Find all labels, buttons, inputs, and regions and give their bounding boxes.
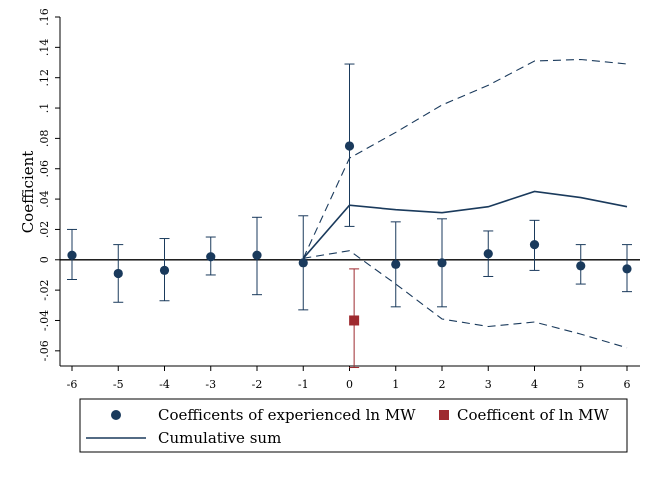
experienced-point xyxy=(206,252,216,262)
markers-layer xyxy=(67,141,632,326)
experienced-point xyxy=(67,250,77,260)
x-tick-label: -3 xyxy=(205,378,216,391)
x-tick-label: -6 xyxy=(67,378,78,391)
y-tick-label: .14 xyxy=(38,39,51,57)
experienced-point xyxy=(437,258,447,268)
y-tick-label: .02 xyxy=(38,221,51,239)
y-tick-label: .08 xyxy=(38,130,51,148)
axes-layer: Coefficient xyxy=(19,17,640,367)
legend-label-cumsum: Cumulative sum xyxy=(158,429,281,447)
y-tick-label: .16 xyxy=(38,8,51,26)
y-tick-label: .04 xyxy=(38,190,51,208)
cumulative-sum-lower-ci xyxy=(303,250,628,349)
y-tick-label: -.02 xyxy=(38,280,51,301)
x-tick-label: 3 xyxy=(485,378,492,391)
legend-label-experienced: Coefficents of experienced ln MW xyxy=(158,406,416,424)
y-tick-label: .06 xyxy=(38,160,51,178)
legend-marker-experienced xyxy=(111,410,121,420)
experienced-point xyxy=(529,240,540,250)
x-tick-label: 4 xyxy=(531,378,538,391)
legend-box xyxy=(79,398,628,453)
y-tick-label: -.06 xyxy=(38,340,51,361)
experienced-point xyxy=(298,258,308,268)
y-axis-label: Coefficient xyxy=(19,151,37,234)
experienced-point xyxy=(622,264,632,274)
experienced-point xyxy=(391,259,401,269)
x-tick-label: 0 xyxy=(346,378,353,391)
y-tick-label: -.04 xyxy=(38,310,51,331)
ticks-layer: -.06 -.04 -.02 0 .02 .04 .06 .08 .1 .12 .14 .16 -6 -5… xyxy=(38,8,631,391)
ln-mw-point xyxy=(349,315,360,326)
x-tick-label: -1 xyxy=(298,378,309,391)
legend: Coefficents of experienced ln MW Coeffic… xyxy=(79,398,628,453)
x-tick-label: 6 xyxy=(624,378,631,391)
cumulative-sum-upper-ci xyxy=(302,58,628,259)
cumulative-sum-layer xyxy=(302,58,628,349)
experienced-point xyxy=(159,265,170,276)
x-tick-label: -5 xyxy=(113,378,124,391)
y-tick-label: .12 xyxy=(38,69,51,87)
experienced-point xyxy=(576,261,586,271)
x-tick-label: 5 xyxy=(577,378,584,391)
experienced-point xyxy=(344,141,355,151)
y-tick-label: 0 xyxy=(38,256,51,263)
x-tick-label: -2 xyxy=(252,378,263,391)
legend-label-ln-mw: Coefficent of ln MW xyxy=(457,406,610,424)
x-tick-label: 2 xyxy=(439,378,446,391)
experienced-point xyxy=(483,249,493,259)
experienced-point xyxy=(113,268,123,279)
legend-marker-ln-mw xyxy=(439,410,449,420)
y-tick-label: .1 xyxy=(38,103,51,114)
cumulative-sum-line xyxy=(302,190,628,259)
experienced-point xyxy=(252,250,262,260)
x-tick-label: -4 xyxy=(159,378,170,391)
x-tick-label: 1 xyxy=(392,378,399,391)
